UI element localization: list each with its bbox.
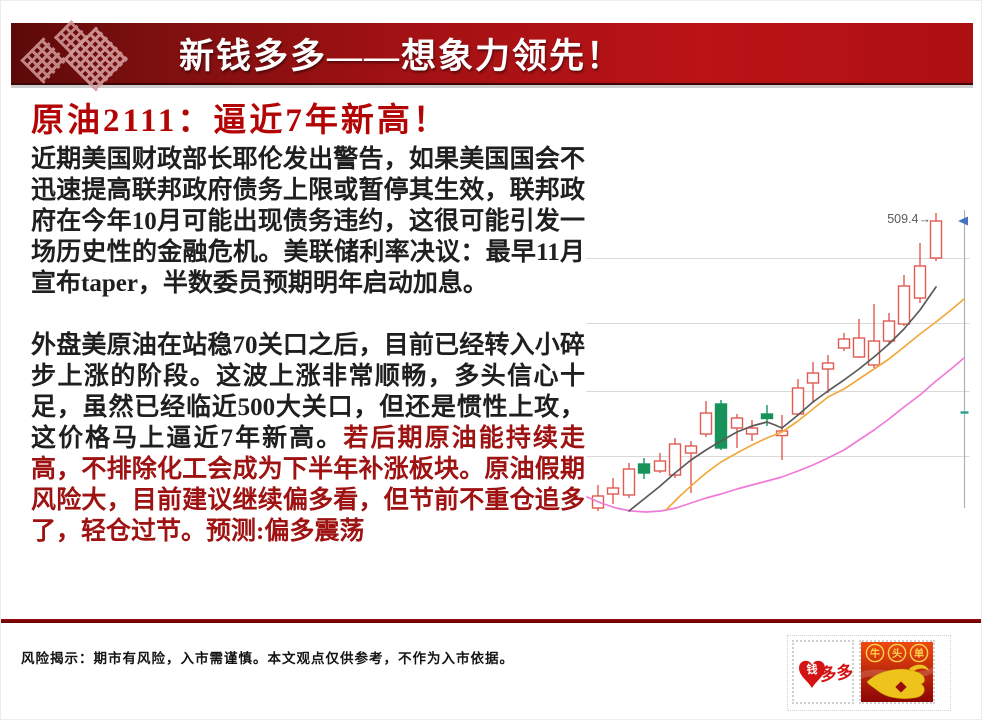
bull-head-icon [866, 669, 925, 699]
heart-icon [799, 660, 825, 688]
candle-body [606, 487, 620, 495]
candle-body [929, 220, 943, 259]
candle-body [730, 417, 744, 429]
candle-body [653, 460, 667, 472]
candle-body [852, 337, 866, 358]
price-label: 509.4→ [887, 212, 931, 226]
char-ring [887, 643, 907, 663]
footer-divider [1, 619, 981, 623]
char-ring [909, 643, 929, 663]
banner-title: 新钱多多——想象力领先！ [179, 36, 624, 76]
candle-body [837, 338, 851, 349]
candle-body [913, 265, 927, 299]
stamp2-char-1: 牛 [870, 647, 880, 660]
candle-body [684, 445, 698, 454]
article-body: 近期美国财政部长耶伦发出警告，如果美国国会不迅速提高联邦政府债务上限或暂停其生效… [31, 144, 585, 578]
char-ring [865, 643, 885, 663]
candle-body [806, 372, 820, 384]
risk-disclaimer: 风险揭示：期市有风险，入市需谨慎。本文观点仅供参考，不作为入市依据。 [21, 651, 514, 666]
qianduoduo-logo-icon: 钱 多多 [799, 660, 854, 688]
niutoudan-logo-icon: 牛 头 单 [861, 642, 933, 702]
candle-body [821, 362, 835, 370]
analysis-black-text: 外盘美原油在站稳70关口之后，目前已经转入小碎步上涨的阶段。这波上涨非常顺畅，多… [31, 332, 585, 452]
candle-body [760, 413, 774, 420]
stamp2-char-2: 头 [892, 647, 902, 660]
ma-line-orange [666, 298, 965, 510]
analysis-red-text: 若后期原油能持续走高，不排除化工会成为下半年补涨板块。原油假期风险大，目前建议继… [31, 425, 585, 545]
candle-body [791, 387, 805, 415]
qianduoduo-logo: 钱 多多 [792, 640, 854, 704]
candlestick-chart: 509.4→ [586, 210, 970, 513]
candle-body [714, 403, 728, 449]
heart-char: 钱 [807, 662, 818, 676]
candle-body [637, 463, 651, 474]
niutoudan-logo: 牛 头 单 [859, 640, 935, 704]
candle-body [668, 443, 682, 476]
candle-body [897, 285, 911, 325]
ma-line-pink [586, 357, 965, 513]
stamp2-char-3: 单 [914, 647, 924, 660]
ma-line-gray [628, 286, 937, 512]
paragraph-analysis: 外盘美原油在站稳70关口之后，目前已经转入小碎步上涨的阶段。这波上涨非常顺畅，多… [31, 330, 585, 547]
candle-body [745, 427, 759, 435]
duoduo-label: 多多 [818, 661, 852, 684]
candle-body [699, 412, 713, 435]
candle-body [882, 320, 896, 342]
paragraph-macro-news: 近期美国财政部长耶伦发出警告，如果美国国会不迅速提高联邦政府债务上限或暂停其生效… [31, 146, 585, 297]
latest-price-marker-icon [958, 216, 968, 226]
candle-body [622, 468, 636, 496]
page-title: 原油2111：逼近7年新高！ [31, 103, 449, 139]
header-banner: 新钱多多——想象力领先！ [11, 19, 973, 92]
brand-stamps: 钱 多多 牛 头 单 [787, 635, 951, 711]
